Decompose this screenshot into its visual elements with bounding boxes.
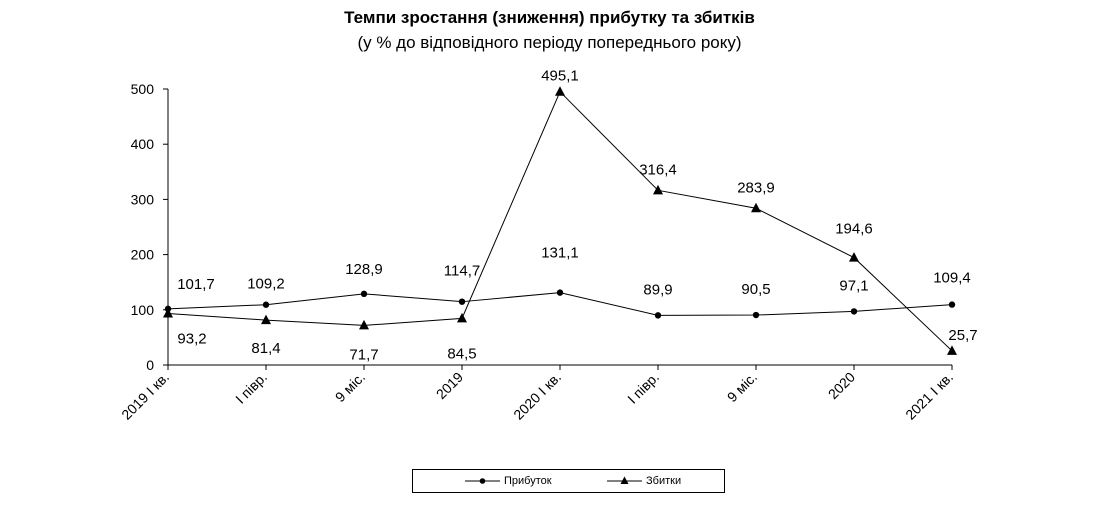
x-tick-label: 2020 (825, 369, 858, 402)
y-tick-label: 500 (131, 81, 155, 97)
data-label-profit: 90,5 (741, 281, 770, 298)
y-tick-label: 100 (131, 302, 155, 318)
point-profit (360, 290, 368, 298)
data-label-loss: 316,4 (639, 161, 677, 178)
point-loss (163, 308, 173, 318)
y-tick-label: 200 (131, 247, 155, 263)
data-label-loss: 194,6 (835, 221, 873, 238)
data-label-profit: 131,1 (541, 245, 579, 262)
point-loss (849, 252, 859, 262)
x-tick-label: І півр. (624, 369, 662, 407)
data-label-loss: 81,4 (251, 340, 280, 357)
series-line-profit (167, 292, 953, 316)
point-loss (555, 86, 565, 96)
legend-label-profit: Прибуток (504, 475, 552, 487)
legend-label-loss: Збитки (646, 475, 682, 487)
point-loss (947, 345, 957, 355)
data-label-profit: 128,9 (345, 261, 383, 278)
legend-marker-loss (620, 476, 629, 484)
data-label-profit: 97,1 (839, 277, 868, 294)
chart-title: Темпи зростання (зниження) прибутку та з… (344, 8, 755, 27)
point-profit (752, 311, 760, 319)
x-tick-label: 2019 (433, 369, 466, 402)
point-loss (261, 314, 271, 325)
legend: Прибуток Збитки (412, 469, 725, 493)
data-label-profit: 89,9 (643, 281, 672, 298)
data-label-profit: 109,4 (933, 270, 971, 287)
point-profit (850, 308, 858, 315)
data-label-loss: 71,7 (349, 346, 378, 363)
point-profit (948, 301, 956, 308)
y-tick-label: 400 (131, 136, 155, 152)
y-tick-label: 300 (131, 191, 155, 207)
legend-marker-profit (479, 478, 486, 484)
x-tick-label: 2021 І кв. (902, 369, 956, 423)
data-label-loss: 25,7 (948, 327, 977, 344)
y-tick-label: 0 (146, 357, 154, 373)
point-loss (751, 202, 761, 213)
point-profit (262, 301, 270, 308)
point-profit (556, 289, 564, 296)
chart-subtitle: (у % до відповідного періоду попередньог… (357, 33, 742, 52)
point-loss (457, 312, 467, 323)
data-label-profit: 114,7 (444, 263, 480, 280)
data-label-loss: 495,1 (541, 68, 579, 85)
x-tick-label: 9 міс. (724, 369, 760, 405)
x-tick-label: І півр. (232, 369, 270, 407)
data-label-profit: 101,7 (177, 276, 215, 293)
data-label-loss: 283,9 (737, 179, 775, 196)
x-tick-label: 2020 І кв. (510, 369, 564, 423)
point-loss (653, 184, 663, 195)
x-tick-label: 2019 І кв. (118, 369, 172, 423)
x-tick-label: 9 міс. (332, 369, 368, 405)
point-profit (654, 312, 662, 319)
data-label-loss: 84,5 (447, 345, 476, 362)
point-loss (359, 319, 369, 330)
data-label-profit: 109,2 (247, 276, 285, 293)
data-label-loss: 93,2 (177, 331, 206, 348)
point-profit (458, 298, 466, 305)
